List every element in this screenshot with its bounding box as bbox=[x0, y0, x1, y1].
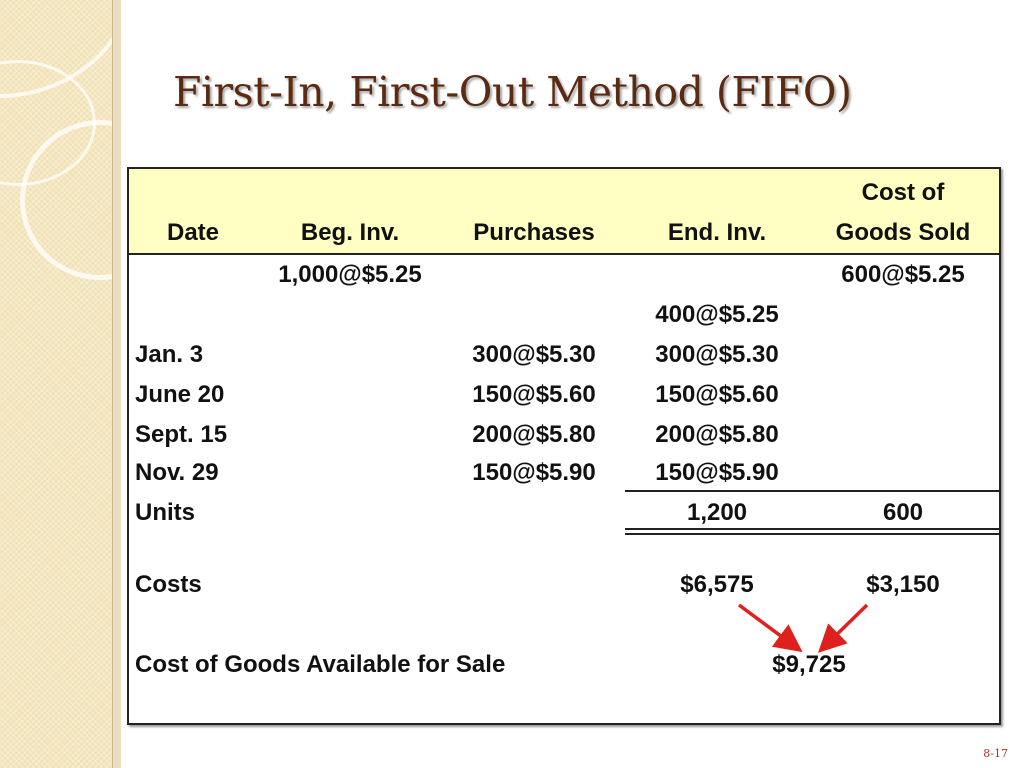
row-5-end-inv: 150@$5.90 bbox=[655, 459, 779, 486]
available-label: Cost of Goods Available for Sale bbox=[135, 651, 506, 678]
header-date: Date bbox=[166, 219, 220, 246]
row-0-cogs: 600@$5.25 bbox=[841, 261, 965, 288]
row-2-purchases: 300@$5.30 bbox=[472, 341, 596, 368]
header-beg-inv: Beg. Inv. bbox=[300, 219, 400, 246]
band-edge bbox=[112, 0, 121, 768]
row-2-end-inv: 300@$5.30 bbox=[655, 341, 779, 368]
units-end-inv: 1,200 bbox=[686, 499, 748, 526]
decorative-side-band bbox=[0, 0, 112, 768]
arrow-left-icon bbox=[737, 603, 803, 653]
available-value: $9,725 bbox=[772, 651, 846, 678]
totals-rule bbox=[625, 490, 999, 492]
fifo-table: Date Beg. Inv. Purchases End. Inv. Cost … bbox=[127, 167, 1001, 725]
arrow-right-icon bbox=[817, 603, 869, 653]
row-5-purchases: 150@$5.90 bbox=[472, 459, 596, 486]
row-3-end-inv: 150@$5.60 bbox=[655, 381, 779, 408]
row-1-end-inv: 400@$5.25 bbox=[655, 301, 779, 328]
costs-label: Costs bbox=[135, 571, 202, 598]
sum-arrows bbox=[737, 603, 869, 653]
row-3-date: June 20 bbox=[135, 381, 225, 408]
header-end-inv: End. Inv. bbox=[667, 219, 767, 246]
table-header: Date Beg. Inv. Purchases End. Inv. Cost … bbox=[129, 169, 999, 255]
units-label: Units bbox=[135, 499, 195, 526]
row-4-purchases: 200@$5.80 bbox=[472, 421, 596, 448]
row-5-date: Nov. 29 bbox=[135, 459, 219, 486]
double-rule-top bbox=[625, 528, 999, 530]
header-purchases: Purchases bbox=[473, 219, 595, 246]
header-cogs-line1: Cost of bbox=[861, 179, 945, 206]
row-2-date: Jan. 3 bbox=[135, 341, 204, 368]
page-number: 8-17 bbox=[983, 747, 1008, 760]
double-rule-bottom bbox=[625, 533, 999, 535]
costs-cogs: $3,150 bbox=[866, 571, 940, 598]
slide-title: First-In, First-Out Method (FIFO) bbox=[173, 68, 852, 116]
units-cogs: 600 bbox=[882, 499, 924, 526]
row-4-end-inv: 200@$5.80 bbox=[655, 421, 779, 448]
row-0-beg-inv: 1,000@$5.25 bbox=[278, 261, 422, 288]
header-cogs-line2: Goods Sold bbox=[835, 219, 971, 246]
row-3-purchases: 150@$5.60 bbox=[472, 381, 596, 408]
row-4-date: Sept. 15 bbox=[135, 421, 228, 448]
costs-end-inv: $6,575 bbox=[680, 571, 754, 598]
